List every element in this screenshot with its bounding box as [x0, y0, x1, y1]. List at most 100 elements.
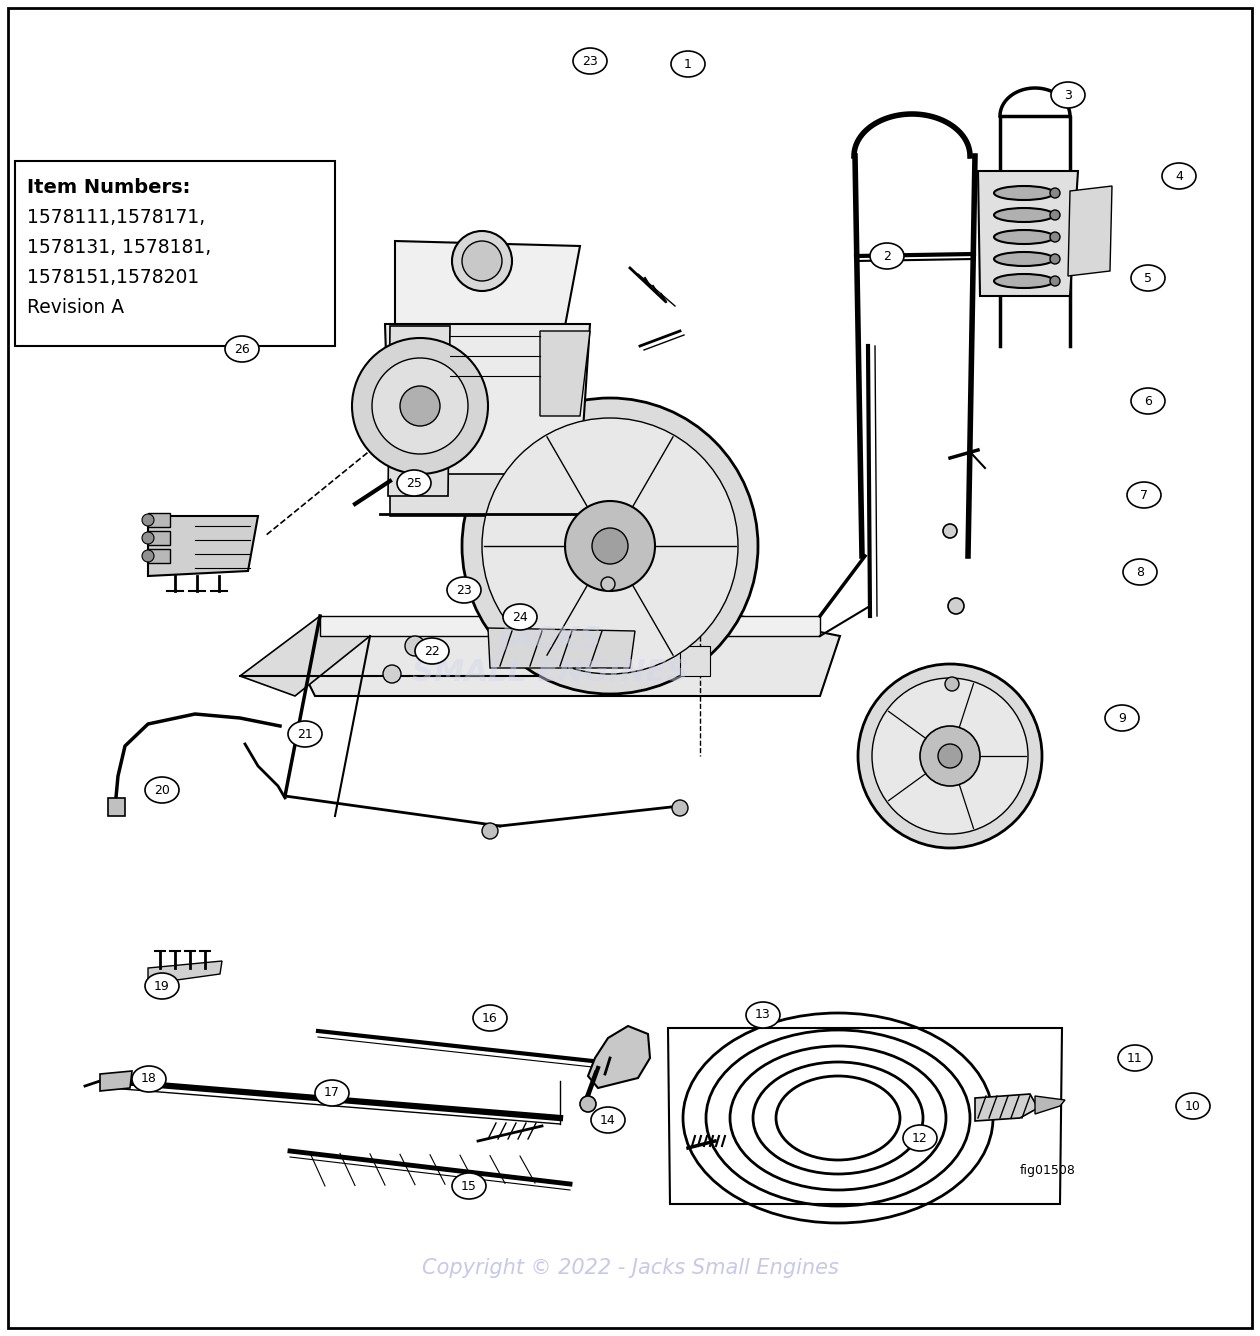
- Ellipse shape: [1105, 705, 1139, 731]
- Circle shape: [142, 514, 154, 526]
- Text: fig01508: fig01508: [1021, 1164, 1076, 1177]
- Circle shape: [1050, 254, 1060, 265]
- Ellipse shape: [994, 186, 1055, 200]
- Ellipse shape: [132, 1066, 166, 1092]
- Ellipse shape: [226, 335, 260, 362]
- Text: 25: 25: [406, 477, 422, 489]
- Polygon shape: [239, 616, 370, 696]
- Polygon shape: [488, 628, 635, 668]
- Polygon shape: [147, 516, 258, 576]
- Polygon shape: [391, 474, 580, 516]
- Polygon shape: [147, 513, 170, 526]
- Ellipse shape: [1123, 558, 1157, 585]
- Ellipse shape: [1162, 163, 1196, 188]
- Circle shape: [483, 418, 738, 673]
- Ellipse shape: [994, 274, 1055, 289]
- Text: 9: 9: [1118, 712, 1126, 724]
- Circle shape: [858, 664, 1042, 848]
- Ellipse shape: [1118, 1045, 1152, 1071]
- Text: 23: 23: [582, 55, 598, 68]
- Ellipse shape: [746, 1002, 780, 1027]
- Text: 11: 11: [1128, 1051, 1143, 1065]
- Polygon shape: [680, 647, 709, 676]
- Text: 24: 24: [512, 611, 528, 624]
- Text: 1578131, 1578181,: 1578131, 1578181,: [26, 238, 212, 257]
- Ellipse shape: [1131, 387, 1166, 414]
- Ellipse shape: [591, 1108, 625, 1133]
- Circle shape: [1050, 277, 1060, 286]
- Ellipse shape: [1131, 265, 1166, 291]
- FancyBboxPatch shape: [15, 162, 335, 346]
- Polygon shape: [147, 549, 170, 562]
- Text: 1578151,1578201: 1578151,1578201: [26, 269, 199, 287]
- Text: 22: 22: [425, 644, 440, 657]
- Text: JACKS
SMALL ENGINES: JACKS SMALL ENGINES: [412, 625, 688, 687]
- Ellipse shape: [573, 48, 607, 73]
- Polygon shape: [388, 326, 450, 496]
- Text: 5: 5: [1144, 271, 1152, 285]
- Text: Copyright © 2022 - Jacks Small Engines: Copyright © 2022 - Jacks Small Engines: [422, 1259, 838, 1279]
- Text: 17: 17: [324, 1086, 340, 1100]
- Ellipse shape: [447, 577, 481, 603]
- Text: 18: 18: [141, 1073, 158, 1085]
- Polygon shape: [588, 1026, 650, 1088]
- Circle shape: [1050, 232, 1060, 242]
- Circle shape: [404, 636, 425, 656]
- Text: Revision A: Revision A: [26, 298, 125, 317]
- Ellipse shape: [1176, 1093, 1210, 1120]
- Ellipse shape: [415, 639, 449, 664]
- Ellipse shape: [869, 243, 903, 269]
- Text: Item Numbers:: Item Numbers:: [26, 178, 190, 196]
- Ellipse shape: [145, 973, 179, 999]
- Circle shape: [462, 240, 501, 281]
- Text: 6: 6: [1144, 394, 1152, 407]
- Text: 23: 23: [456, 584, 472, 596]
- Polygon shape: [541, 331, 590, 415]
- Ellipse shape: [994, 230, 1055, 244]
- Text: 3: 3: [1063, 88, 1072, 102]
- Circle shape: [592, 528, 627, 564]
- Ellipse shape: [472, 1005, 507, 1031]
- Circle shape: [872, 677, 1028, 834]
- Polygon shape: [295, 608, 840, 696]
- Text: 1: 1: [684, 57, 692, 71]
- Polygon shape: [147, 530, 170, 545]
- Ellipse shape: [903, 1125, 937, 1152]
- Text: 1578111,1578171,: 1578111,1578171,: [26, 208, 205, 227]
- Circle shape: [383, 665, 401, 683]
- Text: 10: 10: [1186, 1100, 1201, 1113]
- Circle shape: [142, 550, 154, 562]
- Circle shape: [483, 823, 498, 839]
- Text: 19: 19: [154, 979, 170, 993]
- Circle shape: [352, 338, 488, 474]
- Ellipse shape: [994, 208, 1055, 222]
- Circle shape: [399, 386, 440, 426]
- Polygon shape: [394, 240, 580, 326]
- Polygon shape: [386, 325, 590, 476]
- Text: 16: 16: [483, 1011, 498, 1025]
- Polygon shape: [978, 171, 1079, 297]
- Circle shape: [1050, 188, 1060, 198]
- Circle shape: [672, 800, 688, 816]
- Text: 15: 15: [461, 1180, 478, 1193]
- Text: 14: 14: [600, 1113, 616, 1126]
- Ellipse shape: [672, 51, 706, 77]
- Text: 21: 21: [297, 728, 312, 740]
- Polygon shape: [147, 961, 222, 985]
- Circle shape: [945, 677, 959, 691]
- Circle shape: [942, 524, 958, 538]
- Ellipse shape: [503, 604, 537, 631]
- Ellipse shape: [315, 1079, 349, 1106]
- Circle shape: [948, 599, 964, 615]
- Circle shape: [1050, 210, 1060, 220]
- Circle shape: [564, 501, 655, 591]
- Circle shape: [372, 358, 467, 454]
- Polygon shape: [975, 1094, 1038, 1121]
- Polygon shape: [100, 1071, 132, 1092]
- Polygon shape: [1068, 186, 1113, 277]
- Text: 8: 8: [1137, 565, 1144, 578]
- Ellipse shape: [452, 1173, 486, 1198]
- Ellipse shape: [1126, 482, 1160, 508]
- Text: 4: 4: [1176, 170, 1183, 183]
- Circle shape: [601, 577, 615, 591]
